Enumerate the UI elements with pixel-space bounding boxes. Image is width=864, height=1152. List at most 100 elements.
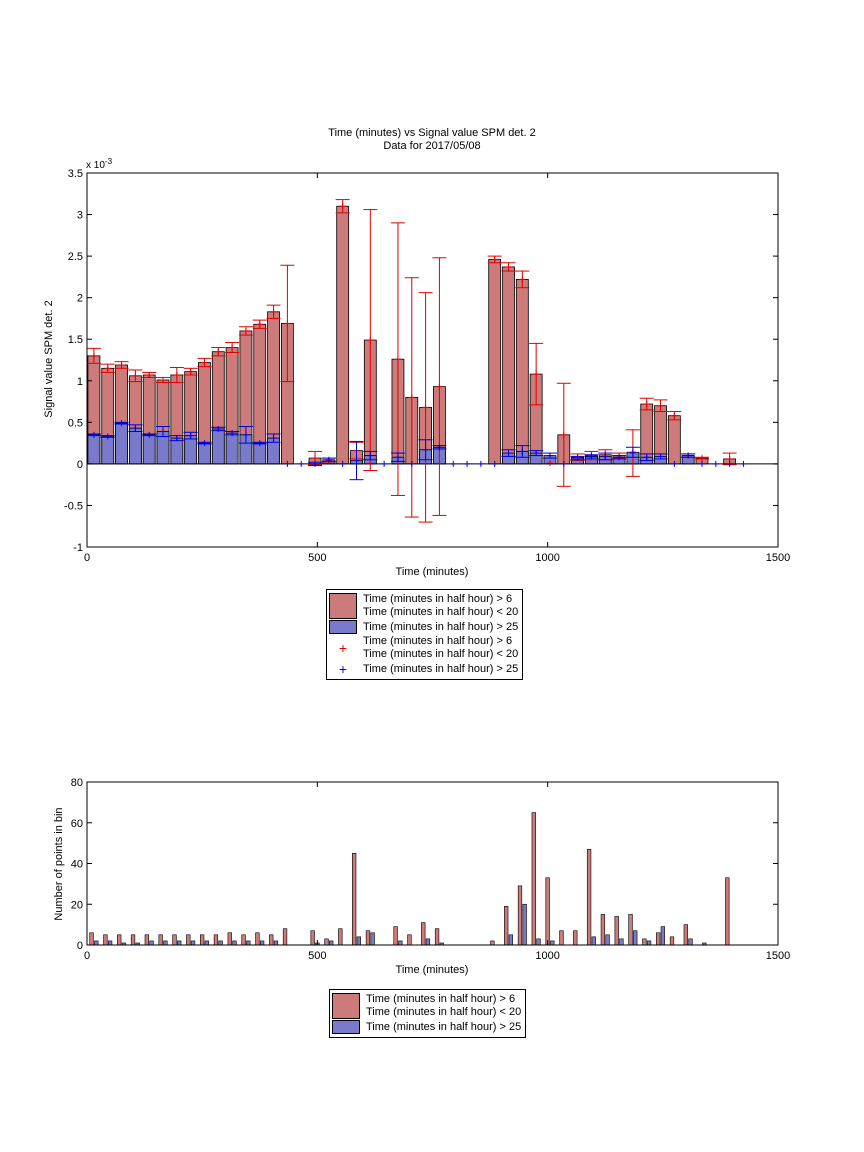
error-bar-series2-38 (612, 454, 627, 461)
legend-label: Time (minutes in half hour) > 25 (366, 1020, 522, 1033)
bar-series2-12 (253, 442, 267, 465)
count-bar-series1-18 (338, 928, 343, 946)
y-tick-label-bottom-0: 0 (77, 940, 83, 952)
legend-label: Time (minutes in half hour) > 6 (366, 993, 516, 1005)
count-bar-series1-24 (421, 922, 426, 946)
legend-label: Time (minutes in half hour) > 6 (363, 635, 513, 647)
count-bar-series1-10 (227, 932, 232, 946)
error-bar-series1-0 (86, 347, 101, 364)
legend-entry-0: Time (minutes in half hour) > 6 Time (min… (332, 993, 521, 1019)
count-bar-series1-1 (103, 934, 108, 946)
count-bar-series1-14 (282, 928, 288, 946)
count-bar-series2-10 (232, 940, 237, 946)
error-bar-series1-17 (335, 199, 350, 214)
count-bar-series2-31 (522, 903, 527, 946)
count-bar-series2-24 (425, 938, 431, 946)
error-bar-series2-25 (432, 444, 447, 451)
count-bar-series1-9 (213, 934, 219, 946)
error-bar-series2-7 (183, 431, 198, 440)
error-bar-series1-10 (225, 342, 240, 354)
count-bar-series2-39 (633, 930, 638, 946)
count-bar-series2-0 (94, 940, 99, 946)
error-bar-series1-26 (515, 270, 530, 289)
error-bar-series2-41 (653, 453, 668, 460)
error-bar-series1-13 (266, 304, 281, 319)
count-bar-series1-7 (186, 934, 191, 946)
error-bar-series1-11 (238, 326, 253, 336)
bar-series2-10 (225, 432, 239, 465)
x-tick-label-top-1: 500 (308, 552, 326, 564)
legend-entry-3: + Time (minutes in half hour) > 25 (329, 662, 518, 676)
error-bar-series1-29 (556, 382, 571, 487)
legend-label: Time (minutes in half hour) > 25 (363, 662, 519, 675)
bar-series1-26 (515, 278, 529, 465)
bar-series2-3 (128, 427, 142, 465)
count-bar-series1-37 (600, 914, 606, 946)
bar-series2-0 (87, 434, 101, 465)
y-tick-label-bottom-2: 40 (71, 859, 83, 871)
error-bar-series2-0 (86, 431, 101, 438)
plot-area-top: 0 500 1000 1500 -1 -0.5 0 0.5 1 1.5 2 2.5 3 3.5 (64, 168, 790, 564)
y-tick-label-top-8: 3 (77, 210, 83, 222)
count-bar-series2-22 (398, 940, 403, 946)
error-bar-series2-16 (308, 460, 323, 467)
error-bar-series1-28 (546, 460, 553, 467)
count-bar-series1-12 (255, 932, 260, 946)
error-bar-series2-47 (740, 460, 747, 467)
error-bar-series2-10 (225, 430, 240, 437)
count-bar-series2-36 (591, 936, 596, 946)
error-bar-series2-15 (298, 460, 305, 467)
error-bar-series2-26 (450, 460, 457, 467)
legend-swatch (332, 1020, 360, 1034)
error-bar-series2-17 (321, 456, 336, 463)
count-bar-series1-46 (725, 877, 730, 946)
y-tick-label-top-3: 0.5 (68, 417, 83, 429)
error-bar-series1-6 (169, 366, 184, 383)
count-bar-series1-8 (199, 934, 205, 946)
error-bar-series1-4 (142, 371, 157, 378)
plot-area-bottom: 0 500 1000 1500 0 20 40 60 80 (71, 777, 790, 962)
error-bar-series1-9 (211, 347, 226, 357)
error-bar-series1-36 (653, 399, 668, 413)
count-bar-series1-43 (683, 924, 688, 946)
count-bar-series1-33 (545, 877, 550, 946)
y-tick-label-bottom-3: 60 (71, 818, 83, 830)
error-bar-series1-12 (252, 319, 267, 329)
count-bar-series2-5 (163, 940, 168, 946)
bar-series2-9 (211, 428, 225, 465)
plot-background (87, 173, 778, 547)
error-bar-series1-19 (363, 209, 378, 472)
count-bar-series2-20 (370, 932, 375, 946)
count-bar-series2-8 (204, 940, 209, 946)
error-bar-series1-2 (114, 361, 129, 369)
error-bar-series2-36 (584, 453, 599, 460)
y-tick-label-top-4: 1 (77, 376, 83, 388)
y-axis-label-2: Number of points in bin (53, 807, 65, 920)
error-bar-series2-30 (501, 449, 516, 457)
error-bar-series1-5 (156, 376, 171, 383)
error-bar-series2-11 (238, 425, 253, 444)
legend-top: Time (minutes in half hour) > 6 Time (min… (326, 589, 524, 680)
count-bar-series1-4 (144, 934, 149, 946)
y-axis-label: Signal value SPM det. 2 (43, 300, 55, 417)
y-tick-label-top-2: 0 (77, 459, 83, 471)
error-bar-series1-3 (128, 369, 143, 383)
error-bar-series2-45 (712, 460, 719, 467)
y-tick-label-top-0: -1 (73, 542, 83, 554)
count-bar-series1-22 (393, 926, 398, 946)
error-bar-series2-12 (252, 440, 267, 447)
error-bar-series2-13 (266, 433, 281, 443)
count-bar-series1-23 (407, 934, 412, 946)
error-bar-series1-23 (432, 257, 447, 516)
x-tick-label-bottom-3: 1500 (766, 950, 790, 962)
x-tick-label-top-3: 1500 (766, 552, 790, 564)
error-bar-series2-43 (681, 452, 696, 459)
x-tick-label-top-0: 0 (84, 552, 90, 564)
error-bar-series2-2 (114, 420, 129, 427)
bar-series2-4 (142, 434, 156, 465)
bar-series2-1 (101, 436, 115, 465)
legend-entry-1: Time (minutes in half hour) > 25 (332, 1020, 521, 1034)
error-bar-series2-44 (698, 460, 705, 467)
count-bar-series1-38 (614, 916, 619, 946)
